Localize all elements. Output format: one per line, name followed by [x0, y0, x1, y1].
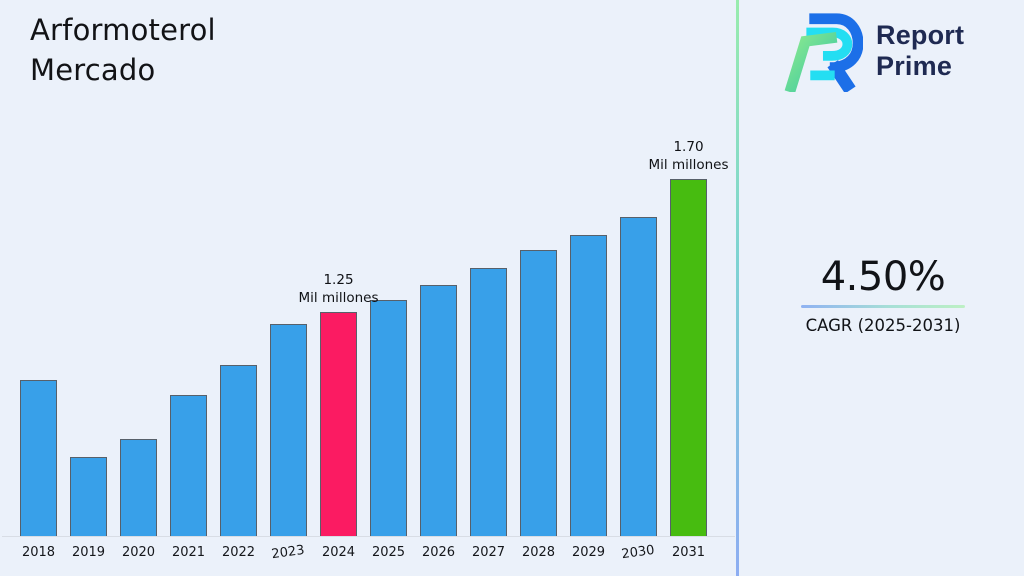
bar-2026 — [420, 285, 457, 536]
bar-column-2028: 2028 — [520, 250, 557, 576]
bar-2030 — [620, 217, 657, 536]
x-tick-label-2025: 2025 — [371, 545, 406, 560]
x-tick-label-2031: 2031 — [671, 545, 706, 560]
bar-2022 — [220, 365, 257, 536]
bar-chart: 2018 2019 2020 2021 2022 2023 2024 2025 2026 2027… — [20, 179, 707, 576]
bar-2027 — [470, 268, 507, 536]
report-prime-wordmark: Report Prime — [876, 20, 964, 82]
bar-column-2031: 2031 — [670, 179, 707, 576]
annotation-unit: Mil millones — [298, 289, 379, 306]
bar-column-2027: 2027 — [470, 268, 507, 576]
x-tick-label-2020: 2020 — [121, 545, 156, 560]
bar-annotation-2024: 1.25 Mil millones — [299, 272, 379, 307]
wordmark-line2: Prime — [876, 51, 953, 81]
report-prime-logo-icon — [784, 13, 863, 92]
bar-2021 — [170, 395, 207, 536]
cagr-underline — [801, 305, 965, 308]
bar-column-2026: 2026 — [420, 285, 457, 576]
bar-2019 — [70, 457, 107, 536]
x-tick-label-2026: 2026 — [421, 545, 456, 560]
x-tick-label-2029: 2029 — [571, 545, 606, 560]
bar-column-2030: 2030 — [620, 217, 657, 576]
bar-column-2019: 2019 — [70, 457, 107, 576]
x-tick-label-2021: 2021 — [171, 545, 206, 560]
bar-column-2018: 2018 — [20, 380, 57, 576]
bar-column-2025: 2025 — [370, 300, 407, 576]
bar-2023 — [270, 324, 307, 536]
bar-column-2023: 2023 — [270, 324, 307, 576]
bar-2025 — [370, 300, 407, 536]
x-tick-label-2023: 2023 — [270, 542, 306, 563]
bar-column-2021: 2021 — [170, 395, 207, 576]
x-tick-label-2022: 2022 — [221, 545, 256, 560]
bar-2031 — [670, 179, 707, 536]
x-tick-label-2019: 2019 — [71, 545, 106, 560]
annotation-value: 1.25 — [323, 272, 354, 288]
x-tick-label-2028: 2028 — [521, 545, 556, 560]
report-prime-logo: Report Prime — [781, 10, 964, 92]
annotation-unit: Mil millones — [648, 156, 729, 173]
wordmark-line1: Report — [876, 20, 965, 50]
cagr-label: CAGR (2025-2031) — [805, 316, 961, 335]
bar-2020 — [120, 439, 157, 536]
x-tick-label-2027: 2027 — [471, 545, 506, 560]
x-tick-label-2024: 2024 — [321, 545, 356, 560]
bar-2029 — [570, 235, 607, 536]
x-tick-label-2018: 2018 — [21, 545, 56, 560]
annotation-value: 1.70 — [673, 139, 704, 155]
bar-2028 — [520, 250, 557, 536]
page-title-line2: Mercado — [30, 53, 156, 87]
bar-column-2029: 2029 — [570, 235, 607, 576]
x-tick-label-2030: 2030 — [620, 542, 656, 563]
section-divider — [736, 0, 739, 576]
bar-2024 — [320, 312, 357, 536]
x-axis-line — [2, 536, 735, 537]
cagr-value: 4.50% — [820, 254, 946, 300]
bar-column-2020: 2020 — [120, 439, 157, 576]
bar-2018 — [20, 380, 57, 536]
bar-annotation-2031: 1.70 Mil millones — [649, 139, 729, 174]
bar-column-2024: 2024 — [320, 312, 357, 576]
page-title-line1: Arformoterol — [30, 13, 216, 47]
cagr-block: 4.50% CAGR (2025-2031) — [800, 254, 966, 336]
page-title: Arformoterol Mercado — [30, 10, 216, 90]
bar-column-2022: 2022 — [220, 365, 257, 576]
